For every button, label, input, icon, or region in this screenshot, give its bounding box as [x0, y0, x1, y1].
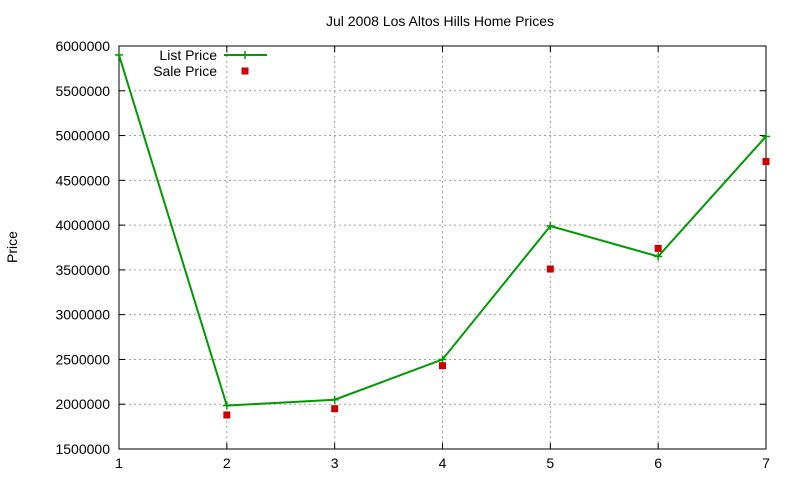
- point-sale-price: [762, 158, 770, 166]
- point-sale-price: [546, 265, 554, 273]
- legend-label-list-price: List Price: [159, 47, 217, 63]
- grid-layer: [119, 46, 766, 449]
- x-tick-label: 2: [223, 455, 231, 471]
- y-tick-label: 6000000: [55, 38, 110, 54]
- point-list-price: [762, 132, 770, 141]
- point-list-price: [546, 222, 555, 231]
- axis-layer: 1500000 2000000 2500000 3000000 3500000 40000…: [55, 38, 770, 471]
- point-sale-price: [439, 362, 446, 370]
- y-tick-label: 5500000: [55, 83, 110, 99]
- legend-label-sale-price: Sale Price: [153, 63, 217, 79]
- y-tick-label: 5000000: [55, 128, 110, 144]
- y-tick-label: 1500000: [55, 441, 110, 457]
- point-sale-price: [223, 411, 231, 419]
- y-tick-label: 2500000: [55, 351, 110, 367]
- x-tick-label: 6: [654, 455, 662, 471]
- x-tick-label: 5: [546, 455, 554, 471]
- legend-swatch-sale-price: [241, 67, 249, 75]
- point-sale-price: [331, 405, 339, 413]
- y-tick-label: 4000000: [55, 217, 110, 233]
- point-list-price: [330, 395, 339, 404]
- point-sale-price: [654, 244, 662, 252]
- point-list-price: [438, 355, 447, 364]
- x-tick-label: 4: [439, 455, 447, 471]
- y-tick-label: 3500000: [55, 262, 110, 278]
- point-list-price: [115, 50, 123, 59]
- point-list-price: [222, 401, 231, 410]
- point-list-price: [654, 252, 663, 261]
- x-tick-label: 3: [331, 455, 339, 471]
- chart-title: Jul 2008 Los Altos Hills Home Prices: [326, 13, 554, 29]
- x-tick-label: 7: [762, 455, 770, 471]
- series-layer: [115, 50, 770, 419]
- x-tick-label: 1: [115, 455, 123, 471]
- y-tick-label: 4500000: [55, 172, 110, 188]
- y-tick-label: 2000000: [55, 396, 110, 412]
- y-tick-label: 3000000: [55, 307, 110, 323]
- y-axis-title: Price: [4, 231, 20, 263]
